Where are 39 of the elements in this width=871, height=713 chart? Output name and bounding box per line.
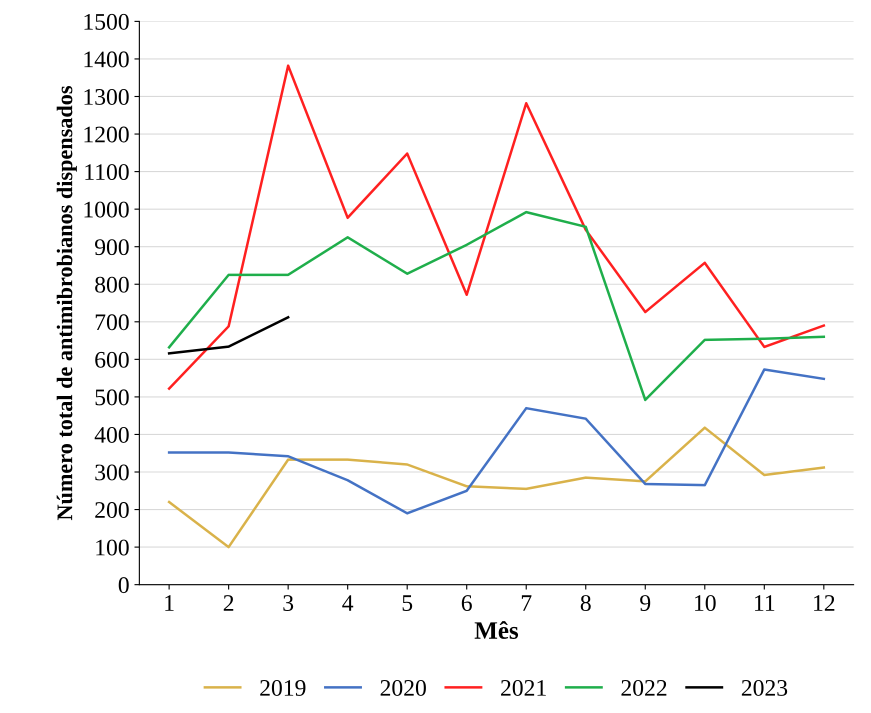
line-series	[168, 64, 826, 390]
y-tick-label: 800	[95, 276, 129, 293]
x-tick-label: 2	[224, 595, 234, 611]
x-tick-label: 10	[695, 595, 716, 611]
y-tick-label: 1000	[84, 202, 129, 218]
line-series	[168, 426, 826, 548]
y-axis-title: Número total de antimibrobianos dispensados	[56, 86, 77, 520]
legend-label: 2019	[260, 680, 306, 696]
x-tick-label: 3	[283, 595, 294, 611]
y-tick-label: 400	[94, 426, 129, 443]
legend-label: 2022	[621, 680, 666, 696]
x-tick-label: 6	[462, 595, 472, 611]
y-tick-label: 600	[95, 352, 129, 368]
y-tick-label: 1500	[84, 14, 129, 30]
y-tick-label: 1400	[84, 51, 129, 68]
y-tick-label: 1200	[84, 126, 129, 142]
x-tick-label: 8	[580, 595, 591, 611]
y-tick-label: 1300	[84, 88, 129, 105]
y-tick-label: 900	[94, 239, 129, 256]
y-tick-label: 300	[95, 464, 129, 480]
y-tick-label: 1100	[85, 164, 129, 180]
x-tick-label: 9	[640, 595, 650, 611]
y-tick-label: 500	[96, 389, 129, 406]
x-tick-label: 4	[342, 595, 354, 611]
x-tick-label: 7	[522, 595, 532, 611]
y-tick-label: 0	[118, 577, 129, 594]
x-axis-title: Mês	[474, 621, 518, 639]
x-tick-label: 12	[814, 595, 834, 611]
legend-label: 2023	[742, 680, 788, 696]
y-tick-label: 700	[96, 314, 129, 330]
legend-label: 2021	[501, 680, 546, 696]
y-tick-label: 200	[95, 502, 129, 518]
x-tick-label: 11	[755, 595, 774, 611]
legend-label: 2020	[380, 680, 426, 696]
x-tick-label: 1	[165, 595, 174, 611]
line-series	[168, 368, 826, 515]
x-tick-label: 5	[402, 595, 412, 611]
line-series	[168, 210, 826, 402]
y-tick-label: 100	[96, 540, 129, 556]
